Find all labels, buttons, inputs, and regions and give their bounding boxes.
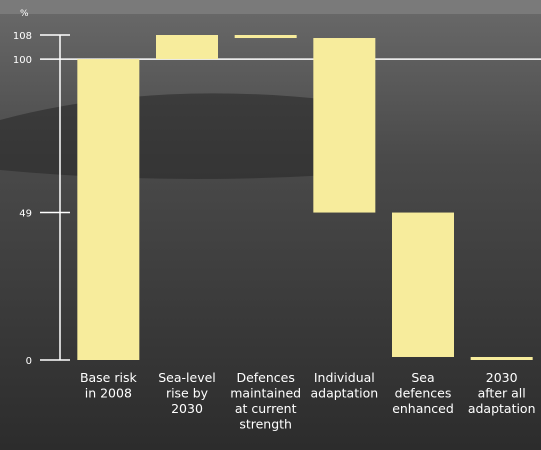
bar xyxy=(392,212,454,357)
x-tick-label: Defences maintained at current strength xyxy=(230,370,301,432)
bar xyxy=(234,35,297,39)
x-tick-label-line: in 2008 xyxy=(85,386,132,401)
x-tick-label: Base risk in 2008 xyxy=(80,370,138,401)
y-unit: % xyxy=(20,9,29,19)
y-tick-label: 49 xyxy=(19,209,32,220)
x-tick-label-line: Individual xyxy=(314,370,375,385)
x-tick-label-line: Sea xyxy=(411,370,434,385)
bar xyxy=(313,38,376,213)
x-tick-label-line: Defences xyxy=(236,370,294,385)
x-tick-label-line: 2030 xyxy=(486,370,518,385)
x-tick-label-line: strength xyxy=(239,417,292,432)
y-tick-label: 100 xyxy=(13,55,32,66)
x-tick-label-line: at current xyxy=(235,401,297,416)
x-tick-label-line: rise by xyxy=(166,386,209,401)
y-tick-label: 108 xyxy=(13,31,32,42)
x-tick-label: Sea defences enhanced xyxy=(392,370,454,416)
x-tick-label-line: enhanced xyxy=(392,401,454,416)
bar xyxy=(470,356,533,360)
bar xyxy=(156,35,218,60)
x-tick-label-line: adaptation xyxy=(310,386,378,401)
x-tick-label-line: 2030 xyxy=(171,401,203,416)
x-tick-label: 2030 after all adaptation xyxy=(468,370,536,416)
x-tick-label-line: defences xyxy=(395,386,452,401)
bar xyxy=(77,59,140,361)
x-tick-label: Sea-level rise by 2030 xyxy=(158,370,216,416)
x-tick-label: Individual adaptation xyxy=(310,370,378,401)
x-tick-label-line: after all xyxy=(478,386,526,401)
x-tick-label-line: Sea-level xyxy=(158,370,216,385)
background-detail xyxy=(0,0,541,14)
x-tick-label-line: maintained xyxy=(230,386,301,401)
y-tick-label: 0 xyxy=(26,356,32,367)
x-tick-label-line: adaptation xyxy=(468,401,536,416)
x-tick-label-line: Base risk xyxy=(80,370,138,385)
